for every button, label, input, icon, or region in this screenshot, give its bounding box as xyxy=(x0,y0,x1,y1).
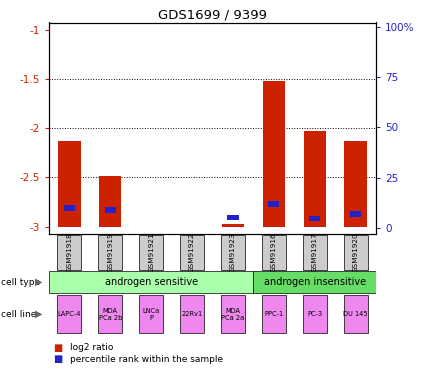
Bar xyxy=(58,141,81,226)
Text: PC-3: PC-3 xyxy=(307,311,322,317)
Text: LNCa
P: LNCa P xyxy=(142,308,160,321)
Text: ▶: ▶ xyxy=(35,309,43,319)
Text: cell type: cell type xyxy=(1,278,40,286)
Bar xyxy=(105,207,116,213)
Text: cell line: cell line xyxy=(1,310,36,319)
Text: GSM91920: GSM91920 xyxy=(353,232,359,272)
FancyBboxPatch shape xyxy=(343,295,368,333)
Text: MDA
PCa 2b: MDA PCa 2b xyxy=(99,308,122,321)
Bar xyxy=(303,131,326,226)
FancyBboxPatch shape xyxy=(180,295,204,333)
FancyBboxPatch shape xyxy=(139,295,163,333)
FancyBboxPatch shape xyxy=(262,295,286,333)
FancyBboxPatch shape xyxy=(253,271,376,293)
Text: ■: ■ xyxy=(53,354,62,364)
Text: GSM91916: GSM91916 xyxy=(271,232,277,272)
Text: percentile rank within the sample: percentile rank within the sample xyxy=(70,355,223,364)
FancyBboxPatch shape xyxy=(303,235,327,270)
Bar xyxy=(227,214,238,220)
Text: MDA
PCa 2a: MDA PCa 2a xyxy=(221,308,244,321)
Text: GSM91918: GSM91918 xyxy=(66,232,72,272)
FancyBboxPatch shape xyxy=(49,271,253,293)
Text: GSM91922: GSM91922 xyxy=(189,232,195,272)
FancyBboxPatch shape xyxy=(98,235,122,270)
Title: GDS1699 / 9399: GDS1699 / 9399 xyxy=(158,8,267,21)
Bar xyxy=(350,211,361,217)
FancyBboxPatch shape xyxy=(139,235,163,270)
Bar xyxy=(99,176,122,226)
Bar xyxy=(268,201,280,207)
FancyBboxPatch shape xyxy=(180,235,204,270)
Text: 22Rv1: 22Rv1 xyxy=(181,311,203,317)
Text: log2 ratio: log2 ratio xyxy=(70,344,113,352)
Bar xyxy=(64,206,75,211)
Text: PPC-1: PPC-1 xyxy=(264,311,283,317)
FancyBboxPatch shape xyxy=(221,295,245,333)
FancyBboxPatch shape xyxy=(57,295,82,333)
FancyBboxPatch shape xyxy=(98,295,122,333)
Bar xyxy=(263,81,285,226)
FancyBboxPatch shape xyxy=(343,235,368,270)
Text: GSM91917: GSM91917 xyxy=(312,232,318,272)
Text: GSM91923: GSM91923 xyxy=(230,232,236,272)
FancyBboxPatch shape xyxy=(303,295,327,333)
Text: ▶: ▶ xyxy=(35,277,43,287)
Text: ■: ■ xyxy=(53,343,62,353)
Text: DU 145: DU 145 xyxy=(343,311,368,317)
FancyBboxPatch shape xyxy=(57,235,82,270)
Bar xyxy=(344,141,367,226)
Text: androgen insensitive: androgen insensitive xyxy=(264,277,366,287)
Text: GSM91921: GSM91921 xyxy=(148,232,154,272)
FancyBboxPatch shape xyxy=(262,235,286,270)
Text: GSM91919: GSM91919 xyxy=(107,232,113,272)
Text: androgen sensitive: androgen sensitive xyxy=(105,277,198,287)
Text: LAPC-4: LAPC-4 xyxy=(57,311,81,317)
Bar xyxy=(222,224,244,226)
Bar xyxy=(309,216,320,221)
FancyBboxPatch shape xyxy=(221,235,245,270)
